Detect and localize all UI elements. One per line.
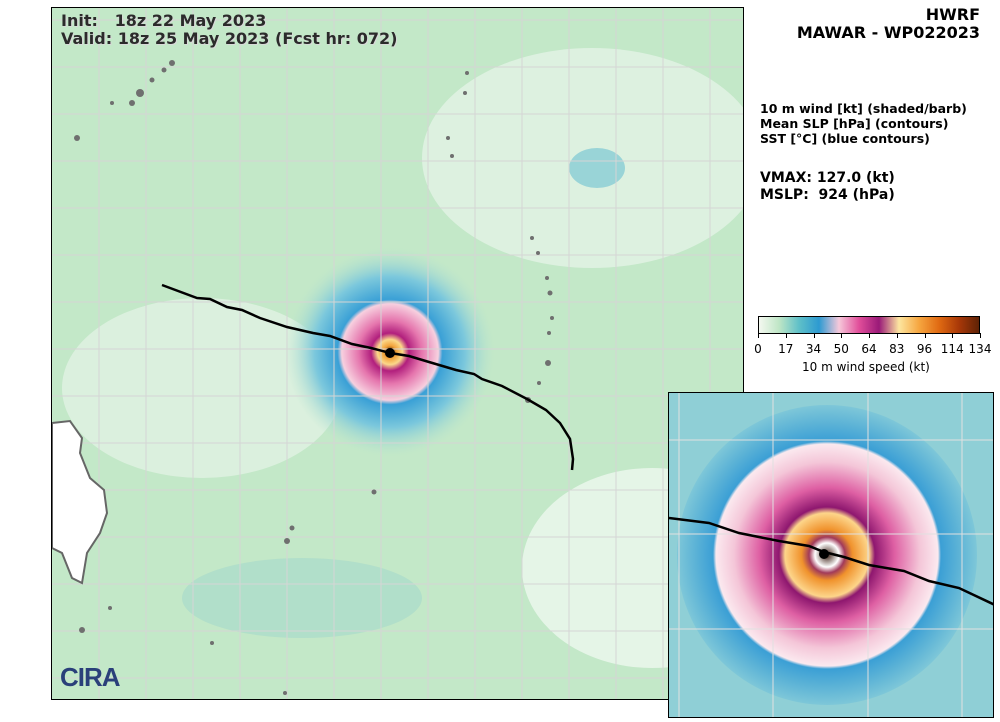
inset-wind-field <box>669 393 993 717</box>
philippines-landmass <box>52 419 109 585</box>
colorbar-tick-mark <box>952 333 954 338</box>
grid-lines <box>52 8 743 699</box>
storm-title: MAWAR - WP022023 <box>796 23 980 42</box>
valid-time: Valid: 18z 25 May 2023 (Fcst hr: 072) <box>61 29 398 48</box>
colorbar-tick-label: 50 <box>833 342 849 356</box>
cira-logo: CIRA <box>60 662 121 692</box>
islands <box>74 60 554 695</box>
wind-field-map <box>52 8 743 699</box>
colorbar-tick-mark <box>896 333 898 338</box>
legend-slp: Mean SLP [hPa] (contours) <box>760 116 949 131</box>
colorbar-tick-mark <box>841 333 843 338</box>
colorbar-tick-mark <box>980 333 981 338</box>
colorbar-tick-label: 0 <box>754 342 762 356</box>
forecast-track <box>161 283 575 471</box>
init-time: Init: 18z 22 May 2023 <box>61 11 267 30</box>
colorbar-tick-label: 34 <box>805 342 822 356</box>
colorbar-tick-mark <box>758 333 759 338</box>
storm-center-marker <box>385 348 395 358</box>
colorbar-tick-mark <box>924 333 926 338</box>
legend-sst: SST [°C] (blue contours) <box>760 131 930 146</box>
vmax-value: VMAX: 127.0 (kt) <box>760 170 895 186</box>
colorbar-tick-mark <box>813 333 815 338</box>
colorbar-tick-label: 114 <box>940 342 964 356</box>
wind-colorbar <box>758 316 980 334</box>
inset-grid <box>669 393 993 717</box>
colorbar-tick-label: 96 <box>916 342 933 356</box>
colorbar-tick-label: 64 <box>861 342 877 356</box>
colorbar-tick-label: 17 <box>778 342 794 356</box>
colorbar-tick-mark <box>869 333 870 338</box>
colorbar-tick-label: 134 <box>968 342 992 356</box>
colorbar-label: 10 m wind speed (kt) <box>802 360 930 374</box>
mslp-value: MSLP: 924 (hPa) <box>760 187 895 203</box>
colorbar-tick-mark <box>785 333 787 338</box>
main-map: Init: 18z 22 May 2023 Valid: 18z 25 May … <box>51 7 744 700</box>
inset-forecast-track <box>669 516 993 606</box>
inset-zoom-map <box>668 392 994 718</box>
colorbar-tick-label: 83 <box>889 342 905 356</box>
inset-storm-center <box>819 549 829 559</box>
model-title: HWRF <box>925 5 980 24</box>
legend-wind: 10 m wind [kt] (shaded/barb) <box>760 101 967 116</box>
